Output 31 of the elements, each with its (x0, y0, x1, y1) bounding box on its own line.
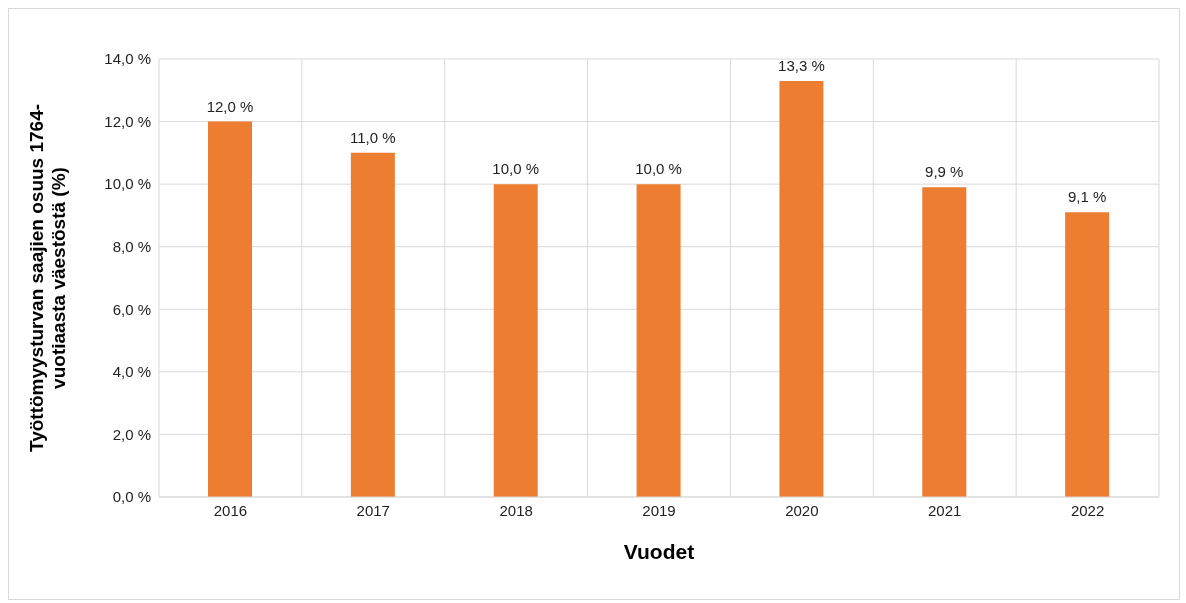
x-tick-label: 2017 (356, 501, 390, 519)
y-tick-label: 12,0 % (104, 112, 151, 130)
y-tick-label: 2,0 % (112, 425, 151, 443)
data-label: 10,0 % (492, 160, 540, 178)
bar (493, 184, 538, 497)
bar (779, 80, 824, 497)
data-label: 9,1 % (1067, 188, 1107, 206)
data-label: 11,0 % (350, 128, 396, 146)
bar (350, 152, 395, 497)
x-axis-title: Vuodet (623, 540, 695, 563)
y-tick-label: 0,0 % (112, 488, 151, 506)
y-tick-label: 14,0 % (104, 50, 151, 68)
data-label: 10,0 % (635, 160, 682, 178)
y-tick-label: 10,0 % (104, 175, 151, 193)
y-axis-title: Työttömyysturvan saajien osuus 1764-vuotiaasta väestöstä (%) (26, 103, 69, 453)
x-tick-label: 2020 (785, 501, 819, 519)
y-tick-label: 8,0 % (112, 238, 151, 256)
x-tick-label: 2018 (499, 501, 533, 519)
y-tick-label: 6,0 % (112, 300, 151, 318)
bar (636, 184, 681, 497)
x-tick-label: 2019 (642, 501, 676, 519)
bar (208, 121, 252, 497)
y-tick-label: 4,0 % (112, 363, 151, 381)
bar (922, 187, 967, 497)
data-label: 13,3 % (778, 56, 825, 74)
data-label: 9,9 % (925, 163, 964, 181)
x-tick-label: 2021 (928, 501, 962, 519)
data-label: 12,0 % (206, 97, 254, 115)
x-tick-label: 2016 (213, 501, 248, 519)
bar (1065, 212, 1110, 497)
x-tick-label: 2022 (1070, 501, 1105, 519)
